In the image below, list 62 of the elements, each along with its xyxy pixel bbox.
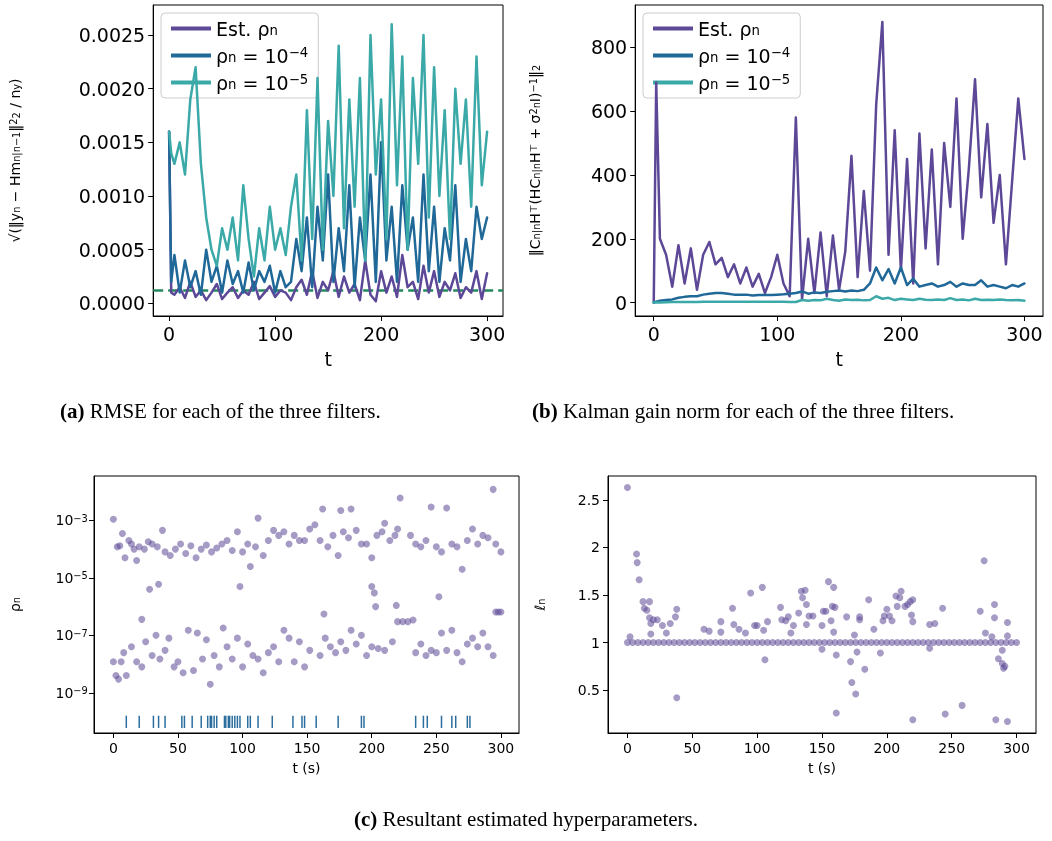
point — [138, 615, 146, 623]
x-tick-label: 50 — [683, 740, 702, 756]
y-tick-label: 800 — [590, 36, 628, 59]
y-tick-label: 0.0010 — [78, 185, 146, 208]
text: (c) Resultant estimated hyperparameters. — [353, 807, 699, 831]
point — [404, 618, 412, 626]
x-axis-title: t — [324, 347, 332, 370]
y-tick-label: 0.0005 — [78, 238, 146, 261]
y-axis-title: ρn — [7, 596, 23, 613]
y-tick-label: 0.0025 — [78, 24, 146, 47]
legend-label: Est. ρn — [698, 17, 760, 40]
y-tick-label: 2.5 — [577, 491, 600, 508]
text: (b) Kalman gain norm for each of the three filters. — [532, 399, 955, 423]
point — [372, 603, 380, 611]
x-tick-label: 100 — [229, 740, 256, 756]
x-tick-label: 0 — [647, 322, 660, 345]
line-series — [167, 23, 489, 278]
y-tick-label: 0 — [615, 291, 628, 314]
x-tick-label: 200 — [873, 740, 901, 756]
y-axis-title: ℓn — [532, 598, 548, 612]
text: ‖Cn|nH⊤(HCn|nH⊤ + σ2nI)−1‖2 — [527, 64, 544, 257]
text: (a) RMSE for each of the three filters. — [60, 399, 381, 423]
x-tick-label: 250 — [938, 740, 966, 756]
line-series — [652, 294, 1026, 304]
y-tick-label: 0.0015 — [78, 131, 146, 154]
x-tick-label: 300 — [487, 740, 515, 756]
x-axis-title: t (s) — [807, 760, 837, 776]
x-tick-label: 200 — [882, 322, 920, 345]
y-tick-label: 0.0000 — [78, 292, 146, 315]
point — [236, 583, 244, 591]
x-axis-title: t — [835, 347, 843, 370]
y-tick-label: 0.0020 — [78, 77, 146, 100]
x-axis-title: t (s) — [292, 760, 321, 776]
y-tick-label: 2 — [591, 539, 600, 556]
line-series — [652, 266, 1026, 304]
x-tick-label: 150 — [808, 740, 836, 756]
y-tick-label: 1 — [591, 634, 600, 651]
x-tick-label: 100 — [256, 322, 294, 345]
line-series — [652, 20, 1026, 304]
point — [368, 583, 376, 591]
point — [392, 601, 400, 609]
x-tick-label: 150 — [293, 740, 321, 756]
legend-label: Est. ρn — [216, 17, 278, 40]
y-tick-label: 400 — [590, 164, 628, 187]
x-tick-label: 100 — [743, 740, 771, 756]
y-tick-label: 1.5 — [577, 586, 600, 603]
x-tick-label: 300 — [1003, 740, 1030, 756]
x-tick-label: 300 — [1006, 322, 1043, 345]
y-tick-label: 200 — [590, 227, 628, 250]
x-tick-label: 250 — [422, 740, 450, 756]
y-tick-label: 600 — [590, 100, 628, 123]
x-tick-label: 300 — [468, 322, 506, 345]
point — [370, 589, 378, 597]
x-tick-label: 100 — [759, 322, 796, 345]
x-tick-label: 200 — [358, 740, 386, 756]
y-tick-label: 0.5 — [577, 682, 600, 699]
x-tick-label: 0 — [163, 322, 176, 345]
x-tick-label: 50 — [169, 740, 187, 756]
point — [155, 580, 163, 588]
point — [146, 585, 154, 593]
point — [435, 593, 443, 601]
x-tick-label: 200 — [362, 322, 400, 345]
